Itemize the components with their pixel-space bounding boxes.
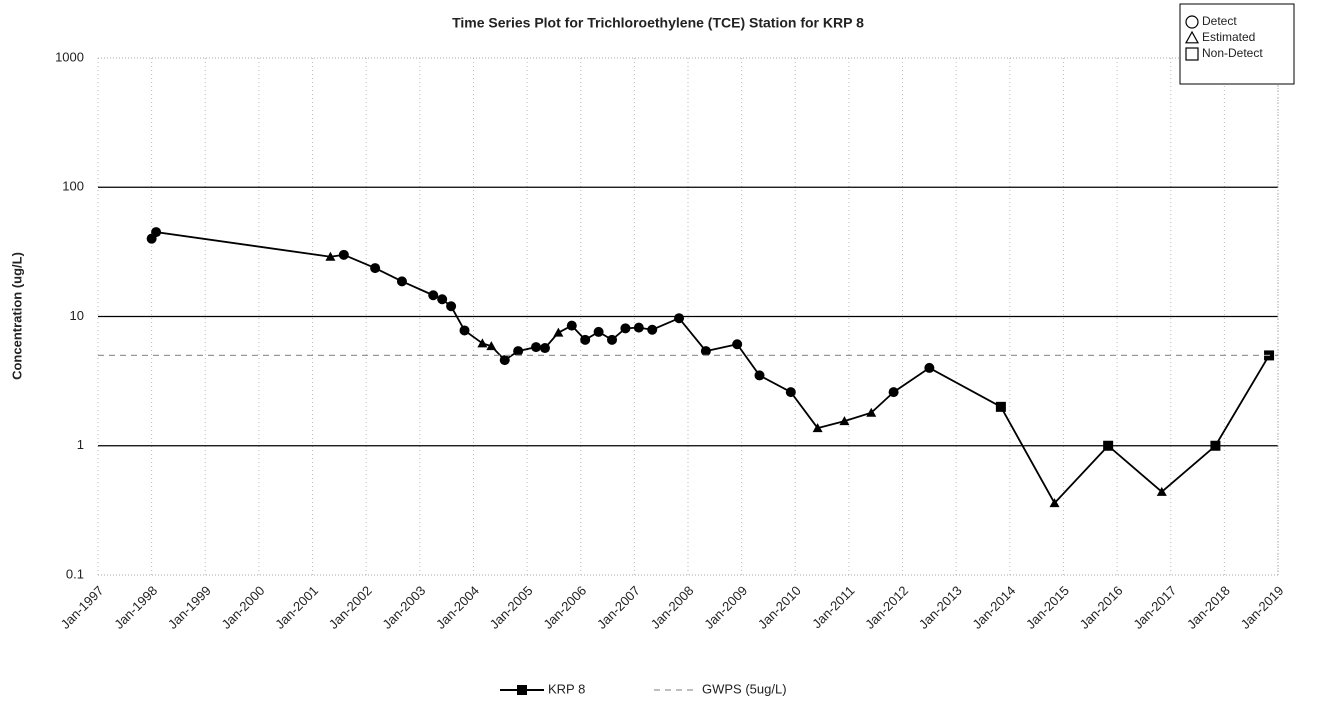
x-tick-label: Jan-2003 — [379, 583, 428, 632]
x-tick-label: Jan-2015 — [1023, 583, 1072, 632]
marker — [1184, 30, 1200, 44]
marker — [620, 323, 631, 334]
legend-label: Non-Detect — [1202, 46, 1263, 60]
legend-label: KRP 8 — [548, 681, 585, 696]
marker — [396, 276, 407, 287]
marker — [754, 370, 765, 381]
marker — [517, 685, 527, 695]
marker — [566, 320, 577, 331]
x-tick-label: Jan-2019 — [1238, 583, 1287, 632]
marker — [1156, 486, 1167, 496]
marker — [1185, 15, 1199, 29]
y-tick-label: 100 — [62, 179, 84, 194]
marker — [151, 227, 162, 238]
y-axis-label: Concentration (ug/L) — [9, 252, 24, 380]
marker — [1210, 440, 1221, 451]
marker — [785, 387, 796, 398]
marker — [607, 334, 618, 345]
marker — [513, 346, 524, 357]
x-tick-label: Jan-2014 — [969, 583, 1018, 632]
x-tick-label: Jan-2008 — [648, 583, 697, 632]
marker — [674, 313, 685, 324]
marker — [338, 249, 349, 260]
legend-label: GWPS (5ug/L) — [702, 681, 787, 696]
marker — [839, 416, 850, 426]
marker — [633, 322, 644, 333]
marker — [486, 341, 497, 351]
marker — [539, 343, 550, 354]
x-tick-label: Jan-2005 — [487, 583, 536, 632]
marker — [499, 355, 510, 366]
marker — [370, 263, 381, 274]
x-tick-label: Jan-2012 — [862, 583, 911, 632]
x-tick-label: Jan-2007 — [594, 583, 643, 632]
x-tick-label: Jan-2004 — [433, 583, 482, 632]
chart-title: Time Series Plot for Trichloroethylene (… — [452, 15, 864, 31]
marker — [995, 401, 1006, 412]
marker — [553, 327, 564, 337]
legend-label: Detect — [1202, 14, 1237, 28]
marker — [428, 290, 439, 301]
marker — [459, 325, 470, 336]
marker — [1185, 47, 1199, 61]
marker — [593, 326, 604, 337]
x-tick-label: Jan-1998 — [111, 583, 160, 632]
marker — [477, 338, 488, 348]
marker — [888, 387, 899, 398]
x-tick-label: Jan-1999 — [165, 583, 214, 632]
marker — [446, 301, 457, 312]
marker — [812, 423, 823, 433]
legend-label: Estimated — [1202, 30, 1255, 44]
x-tick-label: Jan-2016 — [1077, 583, 1126, 632]
marker — [1103, 440, 1114, 451]
x-tick-label: Jan-2017 — [1130, 583, 1179, 632]
marker-legend-box — [1179, 3, 1295, 85]
y-tick-label: 0.1 — [66, 566, 84, 581]
marker — [531, 342, 542, 353]
x-tick-label: Jan-2010 — [755, 583, 804, 632]
marker — [866, 407, 877, 417]
marker — [732, 339, 743, 350]
x-tick-label: Jan-2000 — [219, 583, 268, 632]
x-tick-label: Jan-1997 — [58, 583, 107, 632]
x-tick-label: Jan-2002 — [326, 583, 375, 632]
x-tick-label: Jan-2009 — [701, 583, 750, 632]
marker — [647, 324, 658, 335]
y-tick-label: 10 — [70, 308, 84, 323]
marker — [924, 362, 935, 373]
x-tick-label: Jan-2001 — [272, 583, 321, 632]
x-tick-label: Jan-2018 — [1184, 583, 1233, 632]
x-tick-label: Jan-2013 — [916, 583, 965, 632]
x-tick-label: Jan-2006 — [540, 583, 589, 632]
y-tick-label: 1 — [77, 437, 84, 452]
series-line — [150, 231, 1270, 505]
marker — [700, 346, 711, 357]
marker — [325, 251, 336, 261]
y-tick-label: 1000 — [55, 49, 84, 64]
marker — [1049, 498, 1060, 508]
marker — [437, 294, 448, 305]
marker — [580, 334, 591, 345]
x-tick-label: Jan-2011 — [809, 583, 857, 631]
